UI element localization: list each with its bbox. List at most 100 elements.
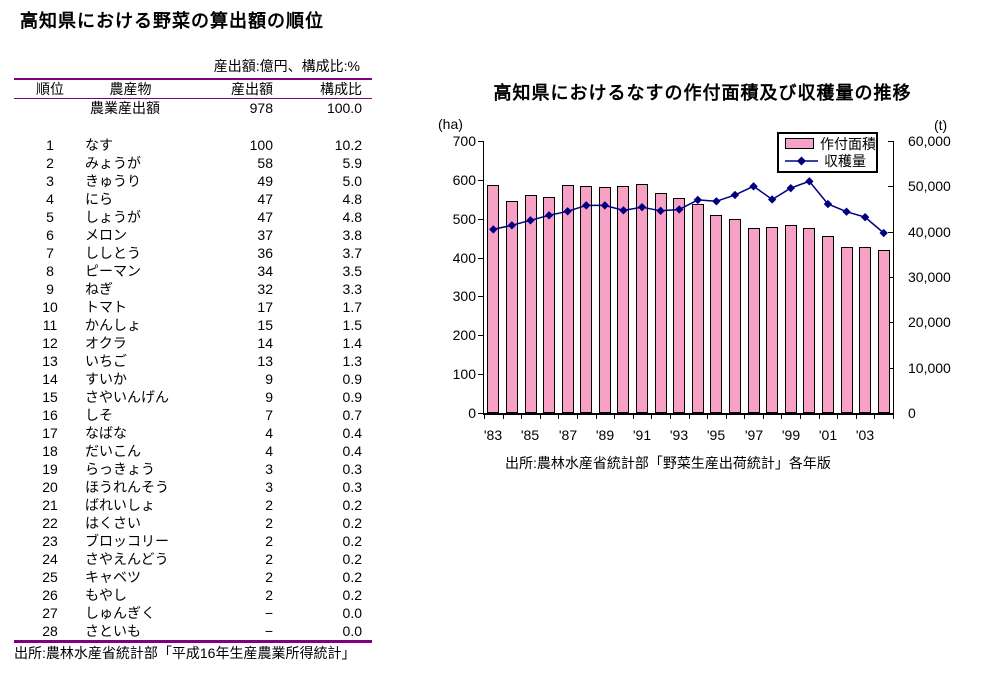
harvest-point-1992 [656, 206, 665, 216]
output-cell: 4 [265, 425, 273, 441]
harvest-point-1986 [544, 211, 554, 220]
ratio-cell: 0.0 [342, 623, 362, 639]
x-axis-tick [633, 415, 634, 419]
ratio-cell: 4.8 [342, 191, 362, 207]
harvest-point-2000 [805, 177, 814, 186]
chart-source: 出所:農林水産省統計部「野菜生産出荷統計」各年版 [505, 455, 831, 471]
column-header-product: 農産物 [109, 81, 152, 97]
x-axis-tick [540, 415, 541, 419]
x-axis-line [483, 413, 894, 415]
table-row-20: 20 ほうれんそう 3 0.3 [14, 478, 372, 496]
y-tick-label-right: 10,000 [908, 360, 951, 376]
y-tick-label-left: 300 [452, 288, 476, 304]
output-cell: 37 [257, 227, 273, 243]
x-tick-label-1995: '95 [706, 427, 726, 443]
bar-1988 [580, 185, 593, 413]
table-header-row: 順位 農産物 産出額 構成比 [14, 80, 372, 98]
y-axis-right-line [893, 141, 894, 413]
y-tick-label-left: 0 [468, 405, 476, 421]
table-row-27: 27 しゅんぎく − 0.0 [14, 604, 372, 622]
harvest-point-1993 [675, 205, 684, 214]
output-cell: 13 [257, 353, 273, 369]
harvest-point-1998 [767, 195, 777, 204]
bar-1984 [505, 200, 518, 413]
table-row-2: 2 みょうが 58 5.9 [14, 154, 372, 172]
table-title: 高知県における野菜の算出額の順位 [20, 11, 324, 31]
name-cell: ししとう [85, 245, 141, 261]
name-cell: だいこん [85, 443, 141, 459]
divider-bottom [14, 640, 372, 643]
rank-cell: 16 [42, 407, 58, 423]
y-tick-label-right: 0 [908, 405, 916, 421]
y-tick-label-left: 400 [452, 250, 476, 266]
x-axis-tick [596, 415, 597, 419]
rank-cell: 9 [46, 281, 54, 297]
table-row-14: 14 すいか 9 0.9 [14, 370, 372, 388]
name-cell: にら [85, 191, 113, 207]
bar-1987 [561, 184, 574, 413]
rank-cell: 7 [46, 245, 54, 261]
y-axis-right-tick [888, 322, 893, 323]
name-cell: しょうが [85, 209, 141, 225]
table-row-7: 7 ししとう 36 3.7 [14, 244, 372, 262]
bar-1999 [784, 224, 797, 413]
output-cell: 34 [257, 263, 273, 279]
y-axis-right-tick [888, 368, 893, 369]
name-cell: しゅんぎく [85, 605, 156, 621]
x-tick-label-1993: '93 [669, 427, 689, 443]
divider-header [14, 98, 372, 99]
rank-cell: 4 [46, 191, 54, 207]
total-row-output: 978 [249, 100, 273, 116]
table-total-row: 農業産出額 978 100.0 [14, 99, 372, 117]
output-cell: 100 [249, 137, 273, 153]
eggplant-chart-panel: 高知県におけるなすの作付面積及び収穫量の推移 (ha) (t) 0 100 200 3… [430, 80, 990, 500]
total-row-label: 農業産出額 [90, 100, 160, 116]
vegetable-ranking-panel: 高知県における野菜の算出額の順位 産出額:億円、構成比:% 順位 農産物 産出額… [14, 10, 372, 662]
rank-cell: 18 [42, 443, 58, 459]
table-row-21: 21 ばれいしょ 2 0.2 [14, 496, 372, 514]
y-tick-label-right: 60,000 [908, 133, 951, 149]
rank-cell: 19 [42, 461, 58, 477]
name-cell: さやえんどう [85, 551, 169, 567]
name-cell: なす [85, 137, 113, 153]
table-row-19: 19 らっきょう 3 0.3 [14, 460, 372, 478]
bar-1993 [673, 198, 686, 413]
x-axis-tick [521, 415, 522, 419]
output-cell: 2 [265, 551, 273, 567]
rank-cell: 15 [42, 389, 58, 405]
right-axis-unit: (t) [934, 117, 948, 133]
x-tick-label-1991: '91 [632, 427, 652, 443]
name-cell: メロン [85, 227, 127, 243]
bar-1995 [710, 214, 723, 413]
name-cell: ブロッコリー [85, 533, 169, 549]
y-tick-label-left: 200 [452, 327, 476, 343]
y-tick-label-right: 20,000 [908, 314, 951, 330]
x-axis-tick [689, 415, 690, 419]
y-tick-label-left: 600 [452, 172, 476, 188]
rank-cell: 27 [42, 605, 58, 621]
x-axis-tick [763, 415, 764, 419]
x-tick-label-1985: '85 [520, 427, 540, 443]
rank-cell: 25 [42, 569, 58, 585]
bar-1998 [766, 226, 779, 413]
bar-1991 [636, 183, 648, 413]
x-tick-label-1999: '99 [781, 427, 801, 443]
y-axis-left-tick [478, 335, 483, 336]
bar-1990 [617, 185, 630, 413]
ratio-cell: 0.3 [342, 461, 362, 477]
rank-cell: 24 [42, 551, 58, 567]
ratio-cell: 3.3 [342, 281, 362, 297]
output-cell: 9 [265, 371, 273, 387]
output-cell: 2 [265, 497, 273, 513]
ratio-cell: 1.4 [342, 335, 362, 351]
harvest-point-1987 [563, 207, 572, 216]
total-row-rank [14, 99, 70, 117]
output-cell: − [264, 623, 273, 639]
x-axis-tick [503, 415, 504, 419]
ratio-cell: 0.9 [342, 371, 362, 387]
ratio-cell: 0.0 [342, 605, 362, 621]
bar-1992 [654, 193, 667, 413]
ratio-cell: 4.8 [342, 209, 362, 225]
harvest-point-1988 [582, 201, 591, 210]
harvest-point-1991 [637, 202, 647, 212]
